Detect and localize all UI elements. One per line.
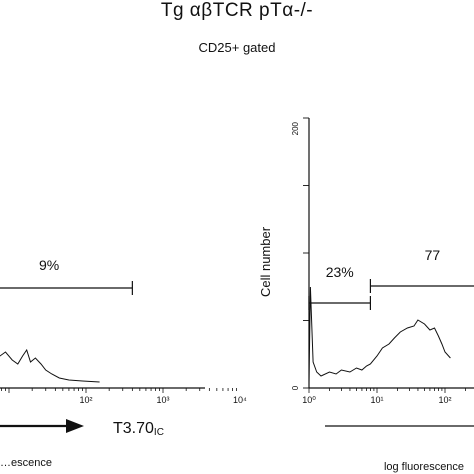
left-x-tick-label: 10² [79,395,92,405]
right-gate-label: 23% [326,264,354,280]
left-x-tick-label: 10⁴ [233,395,247,405]
left-x-ticks [1,388,237,393]
figure-subtitle: CD25+ gated [198,40,276,55]
right-x-tick-labels: 10⁰ 10¹ 10² [302,395,451,405]
left-x-tick-labels: 10² 10³ 10⁴ [79,395,247,405]
right-y-tick-label-0: 0 [291,385,300,390]
left-histogram-line [0,348,100,383]
right-x-tick-label: 10² [438,395,451,405]
left-x-tick-label: 10³ [156,395,169,405]
left-gates: 9% [0,257,133,295]
right-y-tick-label-200: 200 [291,121,300,135]
right-gate-label: 77 [425,247,441,263]
right-panel: 10⁰ 10¹ 10² 200 0 Cell number 23% 77 log fl… [258,117,474,473]
right-x-axis-label: log fluorescence [384,461,464,473]
right-x-ticks [308,388,466,393]
figure-title: Tg αβTCR pTα-/- [160,0,314,21]
left-marker-arrow [0,419,84,433]
left-panel: 10² 10³ 10⁴ 9% T3.70IC …escence [0,257,247,469]
right-y-axis-label: Cell number [258,226,273,297]
left-gate-label: 9% [39,257,59,273]
right-x-tick-label: 10¹ [370,395,383,405]
right-y-ticks [303,117,309,389]
right-histogram-line [308,286,451,383]
right-gates: 23% 77 [308,247,474,310]
left-marker-label: T3.70IC [113,420,164,438]
left-x-axis-label: …escence [0,457,52,469]
right-x-tick-label: 10⁰ [302,395,316,405]
